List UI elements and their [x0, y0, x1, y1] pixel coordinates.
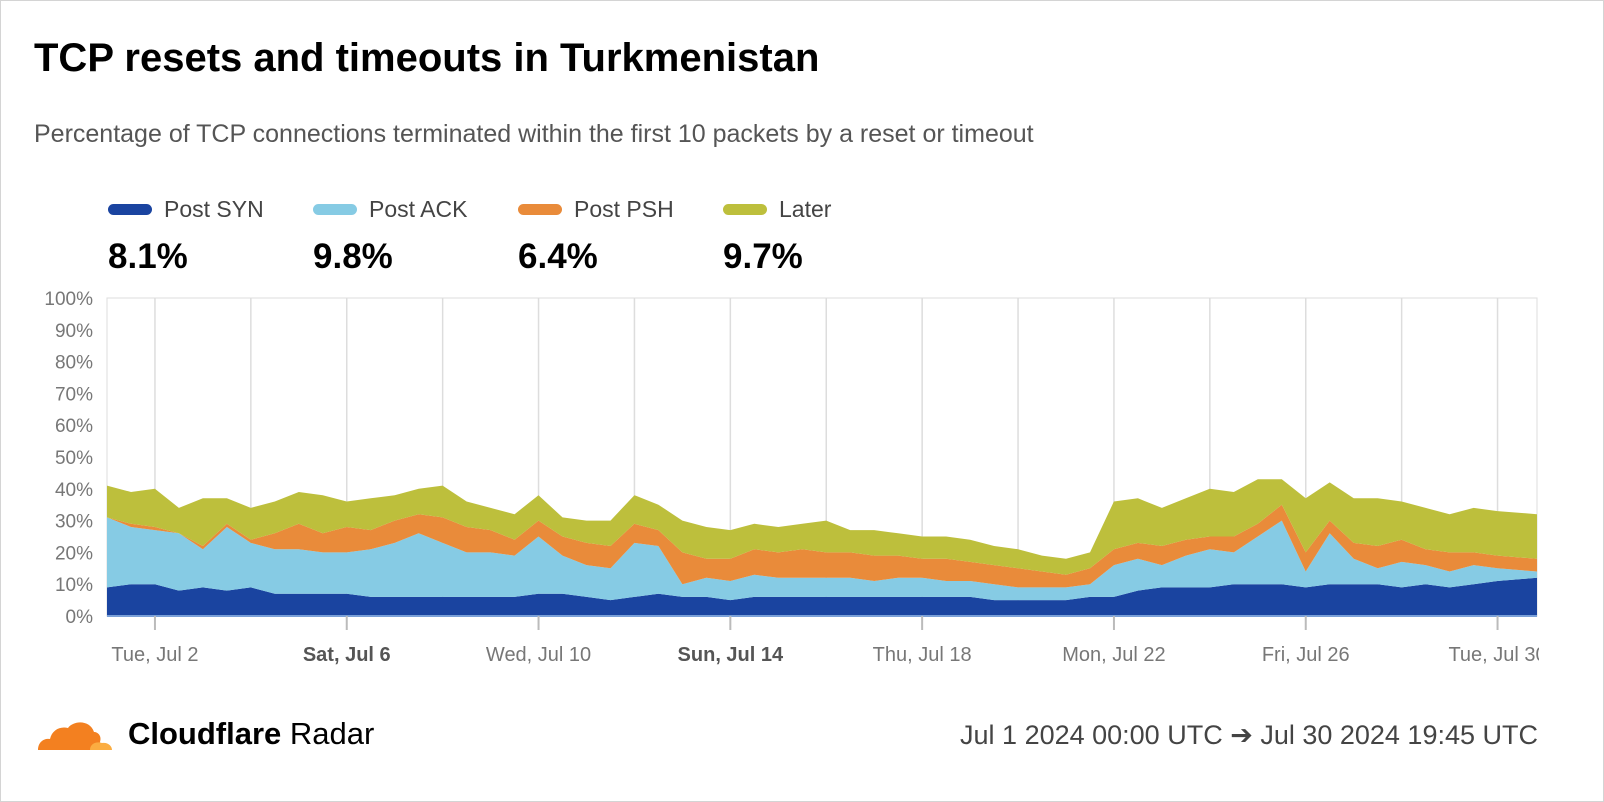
- legend-value: 9.8%: [313, 237, 393, 276]
- legend: Post SYN 8.1% Post ACK 9.8% Post PSH 6.4…: [108, 196, 928, 277]
- brand-name: Cloudflare: [128, 716, 282, 751]
- legend-value: 9.7%: [723, 237, 803, 276]
- y-tick-label: 40%: [55, 480, 93, 501]
- y-tick-label: 20%: [55, 543, 93, 564]
- y-tick-label: 80%: [55, 353, 93, 374]
- chart-title: TCP resets and timeouts in Turkmenistan: [34, 36, 820, 80]
- x-tick-label: Tue, Jul 2: [111, 644, 198, 666]
- legend-label: Post ACK: [369, 196, 468, 222]
- y-tick-label: 60%: [55, 416, 93, 437]
- legend-item-later[interactable]: Later 9.7%: [723, 196, 928, 277]
- brand-product: Radar: [289, 716, 375, 751]
- x-tick-label: Tue, Jul 30: [1448, 644, 1546, 666]
- y-tick-label: 100%: [44, 289, 93, 310]
- area-post-psh: [107, 504, 1537, 588]
- legend-label: Post PSH: [574, 196, 674, 222]
- legend-swatch: [518, 204, 562, 215]
- cloudflare-radar-logo: Cloudflare Radar: [34, 714, 374, 754]
- area-later: [107, 479, 1537, 575]
- date-range: Jul 1 2024 00:00 UTC ➔ Jul 30 2024 19:45…: [960, 720, 1538, 750]
- legend-item-post-ack[interactable]: Post ACK 9.8%: [313, 196, 518, 277]
- y-tick-label: 0%: [66, 607, 94, 628]
- y-tick-label: 90%: [55, 321, 93, 342]
- x-tick-label: Sun, Jul 14: [678, 644, 784, 666]
- legend-item-post-syn[interactable]: Post SYN 8.1%: [108, 196, 313, 277]
- x-tick-label: Wed, Jul 10: [486, 644, 591, 666]
- legend-swatch: [108, 204, 152, 215]
- cloudflare-cloud-icon: [38, 722, 112, 750]
- y-tick-label: 70%: [55, 384, 93, 405]
- legend-value: 6.4%: [518, 237, 598, 276]
- legend-label: Later: [779, 196, 832, 222]
- x-tick-label: Sat, Jul 6: [303, 644, 391, 666]
- legend-swatch: [313, 204, 357, 215]
- x-tick-label: Mon, Jul 22: [1062, 644, 1165, 666]
- y-tick-label: 30%: [55, 512, 93, 533]
- legend-swatch: [723, 204, 767, 215]
- y-tick-label: 10%: [55, 575, 93, 596]
- chart-subtitle: Percentage of TCP connections terminated…: [34, 120, 1034, 148]
- x-tick-label: Thu, Jul 18: [873, 644, 972, 666]
- area-post-ack: [107, 517, 1537, 601]
- stacked-area-chart: 0% 10% 20% 30% 40% 50% 60% 70% 80% 90% 100% Tue, Ju…: [44, 289, 1546, 666]
- legend-label: Post SYN: [164, 196, 264, 222]
- area-post-syn: [107, 577, 1537, 616]
- legend-value: 8.1%: [108, 237, 188, 276]
- legend-item-post-psh[interactable]: Post PSH 6.4%: [518, 196, 723, 277]
- y-tick-label: 50%: [55, 448, 93, 469]
- x-tick-label: Fri, Jul 26: [1262, 644, 1350, 666]
